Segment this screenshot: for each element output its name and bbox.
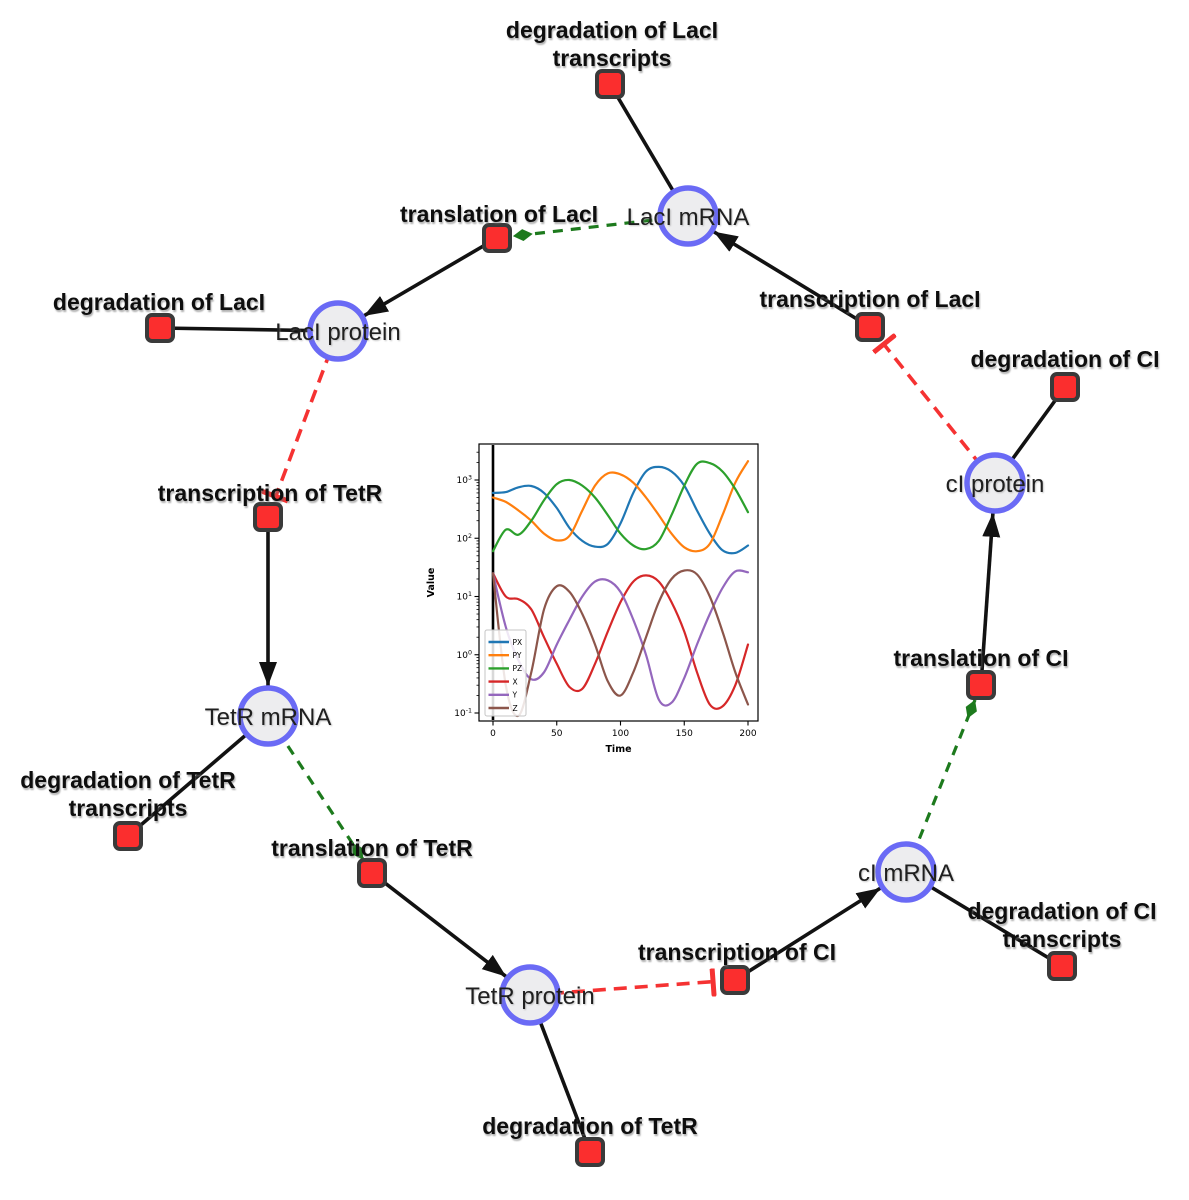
reaction-label-deg_laci_tx-line0: degradation of LacI [506,17,718,43]
reaction-label-transc_tetr-line0: transcription of TetR [158,480,383,506]
plot-ticks: 0 50 100 150 200 10-1 100 101 102 103 [454,451,757,739]
legend-label-PZ: PZ [513,664,523,673]
plot-series-X [491,572,750,710]
x-axis-label: Time [605,744,631,755]
timecourse-plot: 0 50 100 150 20010-1100101102103TimeValuePXP… [426,443,759,755]
edge-production-transl_tetr-tetr_protein [370,871,508,979]
y-tick-label: 101 [457,591,472,603]
reaction-node-deg_laci_tx [595,69,625,99]
species-node-tetr_protein [499,964,561,1026]
reaction-node-transl_tetr [357,858,387,888]
reaction-label-deg_tetr_tx-line0: degradation of TetR [20,767,236,793]
reaction-label-deg_tetr-line0: degradation of TetR [482,1113,698,1139]
plot-series-PZ [491,460,750,553]
reaction-node-transl_ci [966,670,996,700]
y-axis-label: Value [426,568,437,598]
plot-series-PX [491,465,750,555]
reaction-label-transc_ci-line0: transcription of CI [638,939,836,965]
species-label-tetr_protein: TetR protein [465,983,594,1010]
legend-label-Y: Y [512,691,518,700]
edge-modifier-ci_mrna-transl_ci [904,699,977,873]
edge-production-transl_laci-laci_protein [362,236,498,318]
y-tick-label: 103 [457,475,472,487]
plot-legend: PX PY PZ XYZ [484,629,527,717]
nodes-layer: degradation of LacItranscriptstranslatio… [20,17,1160,1167]
plot-series-layer [491,460,750,718]
species-node-laci_mrna [657,185,719,247]
reaction-node-deg_ci [1050,372,1080,402]
plot-series-Z [491,569,750,718]
edge-modifier-laci_mrna-transl_laci [512,214,689,241]
reaction-node-transc_laci [855,312,885,342]
reaction-label-deg_laci-line0: degradation of LacI [53,289,265,315]
reaction-label-deg_ci-line0: degradation of CI [970,346,1159,372]
species-node-ci_mrna [875,841,937,903]
y-tick-label: 102 [457,533,472,545]
y-tick-label: 10-1 [454,708,472,720]
species-label-ci_mrna: cI mRNA [858,860,954,887]
x-tick-label: 0 [490,729,496,739]
reaction-node-deg_tetr_tx [113,821,143,851]
edge-production-transc_ci-ci_mrna [734,886,882,982]
reaction-label-transl_laci-line0: translation of LacI [400,201,598,227]
legend-label-X: X [513,677,518,686]
reaction-label-transl_tetr-line0: translation of TetR [271,835,473,861]
legend-label-Z: Z [513,704,518,713]
reaction-node-transc_tetr [253,502,283,532]
x-tick-label: 100 [612,729,629,739]
reaction-label-transl_ci-line0: translation of CI [893,645,1068,671]
plot-series-PY [491,460,750,553]
y-tick-label: 100 [457,649,472,661]
plot-series-Y [491,569,750,707]
reaction-label-transc_laci-line0: transcription of LacI [759,286,980,312]
edge-production-transc_laci-laci_mrna [712,230,871,329]
legend-label-PY: PY [513,651,522,660]
reaction-label-deg_tetr_tx-line1: transcripts [69,795,188,821]
species-label-ci_protein: cI protein [946,471,1045,498]
species-node-laci_protein [307,300,369,362]
reaction-node-deg_tetr [575,1137,605,1167]
plot-axes-box [478,443,759,722]
species-label-tetr_mrna: TetR mRNA [205,704,332,731]
species-node-ci_protein [964,452,1026,514]
reaction-label-deg_laci_tx-line1: transcripts [553,45,672,71]
legend-label-PX: PX [513,638,523,647]
x-tick-label: 50 [551,729,563,739]
reaction-node-deg_laci [145,313,175,343]
reaction-node-transc_ci [720,965,750,995]
species-label-laci_protein: LacI protein [275,319,400,346]
species-node-tetr_mrna [237,685,299,747]
edge-production-transl_ci-ci_protein [979,512,1001,686]
x-tick-label: 150 [676,729,693,739]
x-tick-label: 200 [739,729,756,739]
reaction-label-deg_ci_tx-line1: transcripts [1003,926,1122,952]
reaction-label-deg_ci_tx-line0: degradation of CI [967,898,1156,924]
species-label-laci_mrna: LacI mRNA [627,204,750,231]
reaction-node-deg_ci_tx [1047,951,1077,981]
reaction-node-transl_laci [482,223,512,253]
